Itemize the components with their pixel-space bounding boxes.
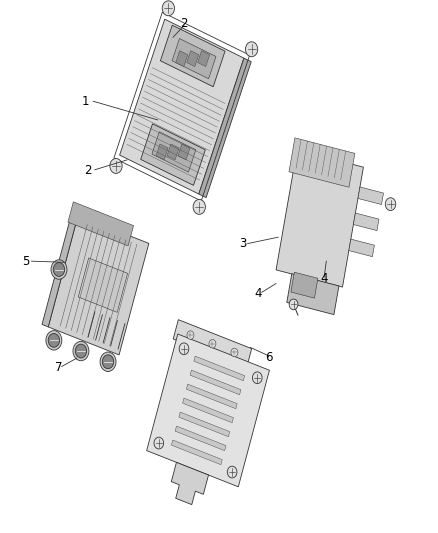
- Circle shape: [231, 348, 238, 357]
- Text: 3: 3: [240, 237, 247, 250]
- Polygon shape: [171, 440, 222, 465]
- Circle shape: [46, 330, 62, 350]
- Polygon shape: [358, 187, 384, 205]
- Polygon shape: [152, 132, 196, 172]
- Polygon shape: [349, 239, 374, 257]
- Circle shape: [227, 466, 237, 478]
- Polygon shape: [48, 215, 149, 355]
- Circle shape: [75, 344, 87, 358]
- Polygon shape: [276, 150, 364, 287]
- Polygon shape: [156, 144, 168, 160]
- Circle shape: [193, 199, 205, 214]
- Text: 6: 6: [265, 351, 273, 364]
- Circle shape: [73, 341, 89, 361]
- Circle shape: [385, 198, 396, 211]
- Polygon shape: [291, 272, 318, 298]
- Polygon shape: [198, 51, 210, 67]
- Polygon shape: [194, 356, 245, 381]
- Circle shape: [102, 355, 114, 369]
- Polygon shape: [120, 19, 244, 194]
- Polygon shape: [179, 412, 230, 437]
- Circle shape: [48, 334, 60, 348]
- Polygon shape: [178, 144, 190, 160]
- Polygon shape: [183, 398, 233, 423]
- Polygon shape: [173, 320, 252, 368]
- Circle shape: [179, 343, 189, 354]
- Circle shape: [209, 340, 216, 348]
- Circle shape: [245, 42, 258, 56]
- Circle shape: [289, 299, 298, 310]
- Polygon shape: [141, 124, 205, 185]
- Polygon shape: [167, 144, 179, 160]
- Circle shape: [162, 1, 174, 16]
- Polygon shape: [172, 38, 216, 79]
- Polygon shape: [160, 25, 225, 87]
- Circle shape: [252, 372, 262, 384]
- Polygon shape: [171, 462, 208, 505]
- Text: 5: 5: [23, 255, 30, 268]
- Polygon shape: [68, 202, 134, 246]
- Polygon shape: [78, 258, 127, 312]
- Polygon shape: [147, 334, 269, 487]
- Text: 4: 4: [320, 272, 328, 285]
- Circle shape: [51, 260, 67, 279]
- Polygon shape: [176, 51, 188, 67]
- Polygon shape: [186, 384, 237, 409]
- Text: 4: 4: [254, 287, 262, 300]
- Polygon shape: [175, 426, 226, 451]
- Circle shape: [187, 331, 194, 340]
- Circle shape: [110, 158, 122, 173]
- Text: 1: 1: [81, 95, 89, 108]
- Polygon shape: [289, 138, 355, 187]
- Text: 2: 2: [180, 18, 188, 30]
- Polygon shape: [199, 58, 251, 198]
- Circle shape: [100, 352, 116, 372]
- Polygon shape: [187, 51, 199, 67]
- Polygon shape: [190, 370, 241, 395]
- Text: 7: 7: [55, 361, 63, 374]
- Polygon shape: [353, 213, 379, 231]
- Text: 2: 2: [84, 164, 92, 177]
- Circle shape: [154, 437, 164, 449]
- Circle shape: [53, 263, 65, 277]
- Polygon shape: [42, 213, 78, 327]
- Polygon shape: [287, 274, 339, 314]
